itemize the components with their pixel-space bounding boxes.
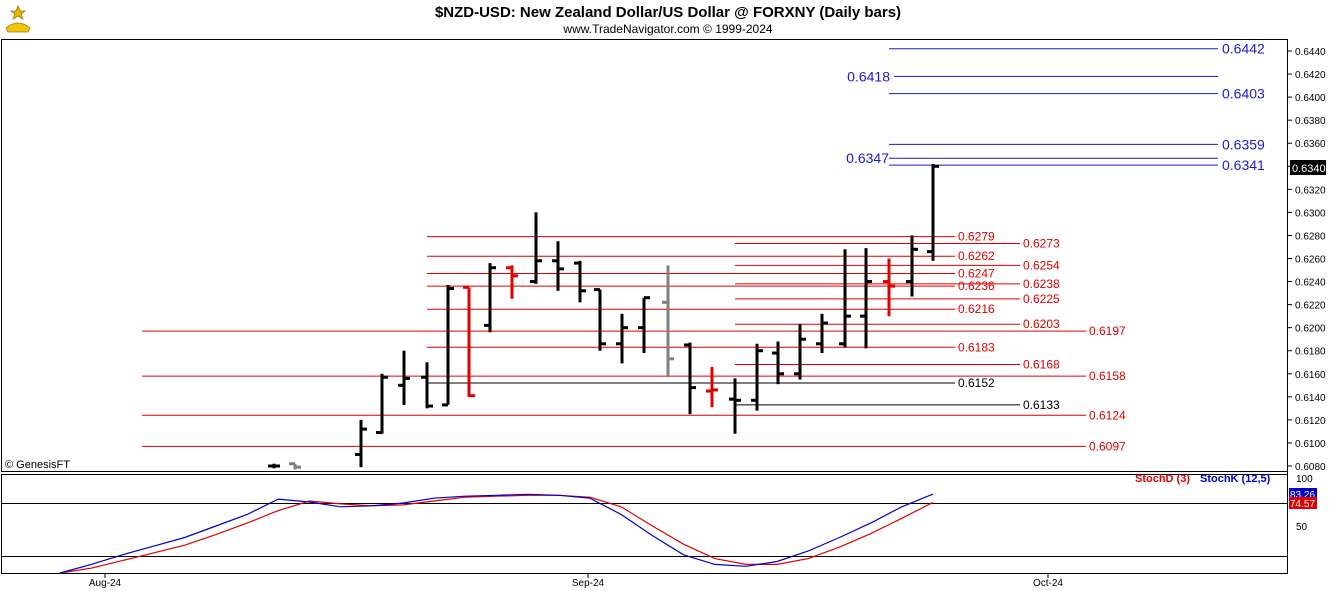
y-tick-label: 0.6220	[1295, 301, 1326, 312]
level-label-blue: 0.6403	[1222, 86, 1265, 102]
ohlc-bar	[751, 343, 763, 411]
level-label-red: 0.6183	[958, 340, 995, 354]
ohlc-bar	[729, 378, 741, 434]
app-logo	[5, 4, 31, 33]
stoch-y-tick-label: 50	[1296, 522, 1308, 533]
ohlc-bar	[574, 260, 586, 303]
ohlc-bar	[355, 419, 367, 468]
ohlc-bar	[616, 313, 628, 364]
level-label-blue: 0.6347	[846, 150, 889, 166]
level-label-red: 0.6216	[958, 302, 995, 316]
ohlc-bar	[552, 241, 564, 291]
ohlc-bar	[794, 324, 806, 380]
ohlc-bar	[398, 350, 410, 405]
level-label-red: 0.6238	[1023, 277, 1060, 291]
ohlc-bar	[883, 258, 895, 317]
stoch-y-tick-label: 100	[1296, 474, 1313, 485]
y-tick-label: 0.6260	[1295, 255, 1326, 266]
ohlc-bar	[421, 362, 433, 409]
y-tick-label: 0.6080	[1295, 462, 1326, 473]
stoch-layer: 100 50	[1, 474, 1313, 574]
ohlc-bar	[463, 285, 475, 398]
y-tick-label: 0.6100	[1295, 439, 1326, 450]
level-label-blue: 0.6442	[1222, 41, 1265, 57]
level-label-red: 0.6097	[1089, 439, 1126, 453]
ohlc-bar	[530, 212, 542, 284]
y-tick-label: 0.6120	[1295, 416, 1326, 427]
level-label-red: 0.6254	[1023, 258, 1060, 272]
y-tick-label: 0.6200	[1295, 324, 1326, 335]
price-y-axis: 0.6440 0.6420 0.6400 0.6380 0.6360 0.6340 0.63…	[1288, 47, 1326, 473]
ohlc-bar	[927, 163, 939, 261]
y-tick-label: 0.6300	[1295, 208, 1326, 219]
ohlc-bar	[706, 366, 718, 408]
level-label-blue: 0.6341	[1222, 157, 1265, 173]
y-tick-label: 0.6380	[1295, 116, 1326, 127]
x-tick-label: Oct-24	[1033, 578, 1063, 589]
y-tick-label: 0.6400	[1295, 93, 1326, 104]
stoch-d-tag-bg	[1289, 497, 1317, 509]
ohlc-bar	[484, 263, 496, 333]
ohlc-bar	[839, 249, 851, 348]
ohlc-bar	[816, 313, 828, 354]
ohlc-bar	[268, 463, 280, 469]
level-label-red: 0.6124	[1089, 408, 1126, 422]
y-tick-label: 0.6280	[1295, 231, 1326, 242]
y-tick-label: 0.6140	[1295, 393, 1326, 404]
x-tick-label: Aug-24	[89, 578, 122, 589]
level-label-red: 0.6273	[1023, 237, 1060, 251]
y-tick-label: 0.6440	[1295, 47, 1326, 58]
level-label-red: 0.6279	[958, 230, 995, 244]
ohlc-bar	[772, 341, 784, 385]
chart-title: $NZD-USD: New Zealand Dollar/US Dollar @…	[435, 4, 901, 21]
level-label-red: 0.6247	[958, 266, 995, 280]
level-label-blue: 0.6418	[847, 68, 890, 84]
y-tick-label: 0.6420	[1295, 70, 1326, 81]
last-price-tag: 0.6340	[1292, 163, 1326, 175]
y-tick-label: 0.6360	[1295, 139, 1326, 150]
stoch-k-line	[59, 493, 934, 574]
ohlc-bar	[906, 235, 918, 297]
level-label-black: 0.6152	[958, 376, 995, 390]
level-label-red: 0.6197	[1089, 324, 1126, 338]
legend-stoch-d: StochD (3)	[1135, 473, 1190, 485]
ohlc-bar	[289, 462, 301, 470]
y-tick-label: 0.6320	[1295, 185, 1326, 196]
x-axis: Aug-24 Sep-24 Oct-24	[89, 574, 1063, 589]
chart-subtitle: www.TradeNavigator.com © 1999-2024	[562, 22, 772, 36]
ohlc-bar	[442, 285, 454, 407]
x-tick-label: Sep-24	[572, 578, 605, 589]
last-price-tag-bg	[1290, 160, 1326, 175]
ohlc-bar	[684, 342, 696, 415]
level-label-red: 0.6262	[958, 249, 995, 263]
ohlc-bar	[376, 373, 388, 435]
level-label-red: 0.6203	[1023, 317, 1060, 331]
stoch-k-tag: 83.26	[1290, 490, 1315, 501]
stoch-d-tag: 74.57	[1290, 499, 1315, 510]
ohlc-bar	[594, 288, 606, 351]
ohlc-bar	[638, 296, 650, 354]
bars-layer	[268, 163, 939, 470]
ohlc-bar	[662, 265, 674, 378]
level-label-red: 0.6225	[1023, 292, 1060, 306]
level-label-black: 0.6133	[1023, 398, 1060, 412]
level-label-red: 0.6168	[1023, 358, 1060, 372]
level-label-red: 0.6158	[1089, 369, 1126, 383]
level-label-blue: 0.6359	[1222, 136, 1265, 152]
ohlc-bar	[506, 265, 518, 299]
level-label-red: 0.6236	[958, 279, 995, 293]
copyright-label: © GenesisFT	[5, 459, 70, 471]
y-tick-label: 0.6160	[1295, 370, 1326, 381]
ohlc-bar	[860, 248, 872, 349]
stoch-d-line	[59, 494, 934, 574]
legend-stoch-k: StochK (12,5)	[1200, 473, 1271, 485]
y-tick-label: 0.6240	[1295, 278, 1326, 289]
y-tick-label: 0.6180	[1295, 347, 1326, 358]
